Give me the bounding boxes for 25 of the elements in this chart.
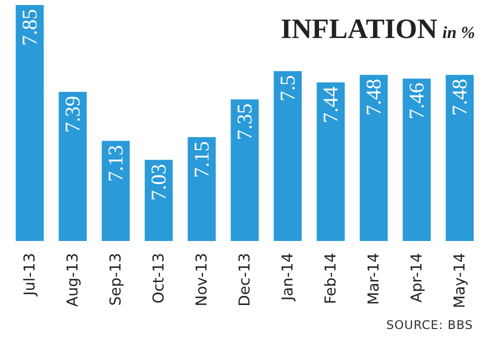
source-note: SOURCE: BBS: [386, 318, 473, 332]
x-tick-label: May-14: [450, 253, 468, 308]
x-tick-label: Jul-13: [20, 253, 38, 297]
data-label: 7.44: [318, 86, 343, 124]
x-tick-label: Nov-13: [192, 253, 210, 306]
text: in %: [442, 23, 475, 42]
x-tick-label: Aug-13: [64, 253, 82, 307]
x-tick-label: Feb-14: [322, 253, 340, 304]
x-tick-label: Jan-14: [278, 253, 296, 302]
data-label: 7.48: [448, 78, 472, 116]
data-label: 7.5: [276, 75, 300, 102]
data-label: 7.35: [232, 103, 257, 140]
x-tick-label: Apr-14: [408, 253, 426, 302]
chart-title: INFLATION: [280, 14, 438, 45]
data-label: 7.39: [60, 96, 85, 133]
data-label: 7.03: [146, 164, 171, 201]
x-tick-label: Mar-14: [364, 253, 382, 305]
data-label: 7.46: [404, 82, 429, 120]
x-tick-label: Sep-13: [106, 253, 124, 306]
data-label: 7.13: [104, 144, 128, 182]
data-label: 7.48: [362, 78, 386, 116]
data-label: 7.85: [18, 9, 42, 46]
x-tick-label: Oct-13: [150, 253, 168, 304]
x-tick-label: Dec-13: [236, 253, 254, 307]
data-label: 7.15: [190, 141, 214, 178]
